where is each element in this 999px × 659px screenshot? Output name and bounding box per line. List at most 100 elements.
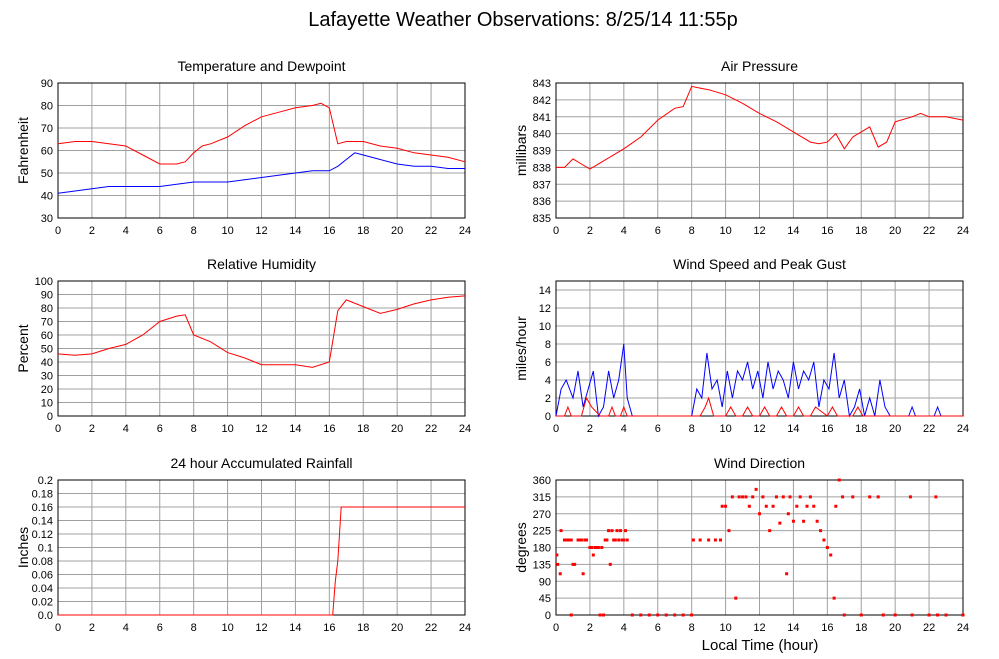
data-point [795, 504, 799, 508]
y-tick-label: 50 [41, 344, 53, 356]
data-point [573, 562, 577, 566]
y-tick-label: 835 [533, 213, 551, 225]
x-tick-label: 22 [425, 423, 437, 435]
x-tick-label: 0 [55, 423, 61, 435]
data-point [690, 613, 694, 617]
data-point [581, 572, 585, 576]
data-point [771, 504, 775, 508]
x-tick-label: 20 [391, 622, 403, 634]
data-point [829, 553, 833, 557]
x-tick-label: 2 [89, 622, 95, 634]
data-point [751, 495, 755, 499]
data-point [605, 538, 609, 542]
data-point [768, 529, 772, 533]
data-point [601, 613, 605, 617]
data-point [615, 529, 619, 533]
x-tick-label: 14 [787, 622, 799, 634]
data-point [681, 613, 685, 617]
y-tick-label: 90 [539, 576, 551, 588]
data-point [630, 613, 634, 617]
x-tick-label: 22 [923, 423, 935, 435]
y-tick-label: 315 [533, 492, 551, 504]
data-point [608, 562, 612, 566]
data-point [612, 538, 616, 542]
data-point [566, 538, 570, 542]
y-tick-label: 70 [41, 317, 53, 329]
x-tick-label: 18 [855, 423, 867, 435]
data-point [927, 613, 931, 617]
data-point [639, 613, 643, 617]
data-point [576, 538, 580, 542]
y-axis-label: miles/hour [513, 316, 529, 381]
y-tick-label: 135 [533, 559, 551, 571]
series-line [57, 295, 466, 368]
x-tick-label: 16 [821, 423, 833, 435]
chart-title: Air Pressure [721, 58, 798, 74]
y-tick-label: 60 [41, 330, 53, 342]
chart-title: Relative Humidity [207, 256, 316, 272]
plot-border [57, 280, 466, 417]
y-tick-label: 12 [539, 303, 551, 315]
data-point [910, 613, 914, 617]
x-tick-label: 24 [957, 622, 969, 634]
chart-panels: 0 2 4 6 8 10 12 14 16 18 20 22 2430405060708090Tempe… [15, 58, 969, 634]
data-point [607, 529, 611, 533]
y-tick-label: 843 [533, 78, 551, 90]
x-tick-label: 22 [923, 225, 935, 237]
data-point [741, 495, 745, 499]
data-point [622, 538, 626, 542]
x-tick-label: 10 [719, 423, 731, 435]
x-tick-label: 8 [191, 225, 197, 237]
y-tick-label: 0.1 [38, 543, 53, 555]
data-point [713, 538, 717, 542]
series-line [555, 343, 963, 418]
data-point [837, 478, 841, 482]
data-point [578, 538, 582, 542]
data-point [936, 613, 940, 617]
y-tick-label: 836 [533, 196, 551, 208]
x-tick-label: 6 [655, 423, 661, 435]
data-point [737, 495, 741, 499]
x-tick-label: 12 [255, 225, 267, 237]
data-point [908, 495, 912, 499]
data-point [720, 504, 724, 508]
chart-title: Wind Speed and Peak Gust [673, 256, 846, 272]
data-point [868, 495, 872, 499]
x-tick-label: 6 [157, 423, 163, 435]
data-point [617, 538, 621, 542]
y-tick-label: 10 [41, 398, 53, 410]
data-point [778, 521, 782, 525]
y-tick-label: 70 [41, 123, 53, 135]
series-line [556, 85, 964, 170]
x-tick-label: 12 [255, 423, 267, 435]
x-tick-label: 0 [55, 225, 61, 237]
x-tick-label: 16 [821, 225, 833, 237]
x-tick-label: 18 [855, 622, 867, 634]
y-tick-label: 837 [533, 179, 551, 191]
data-point [798, 495, 802, 499]
data-point [593, 546, 597, 549]
data-point [934, 495, 938, 499]
y-tick-label: 10 [539, 321, 551, 333]
x-tick-label: 0 [553, 225, 559, 237]
y-tick-label: 0.14 [32, 516, 53, 528]
data-point [598, 613, 602, 617]
y-tick-label: 0 [47, 411, 53, 423]
data-point [707, 538, 711, 542]
data-point [747, 504, 751, 508]
x-tick-label: 24 [459, 225, 471, 237]
y-tick-label: 270 [533, 509, 551, 521]
humidity-chart: 0 2 4 6 8 10 12 14 16 18 20 22 240102030405060708090… [15, 256, 471, 435]
y-tick-label: 6 [545, 357, 551, 369]
data-point [558, 572, 562, 576]
chart-title: Temperature and Dewpoint [177, 58, 345, 74]
x-tick-label: 24 [459, 423, 471, 435]
y-tick-label: 80 [41, 303, 53, 315]
x-tick-label: 16 [323, 423, 335, 435]
data-point [603, 538, 607, 542]
x-tick-label: 24 [957, 225, 969, 237]
data-point [819, 529, 823, 533]
x-tick-label: 20 [391, 225, 403, 237]
y-tick-label: 40 [41, 357, 53, 369]
